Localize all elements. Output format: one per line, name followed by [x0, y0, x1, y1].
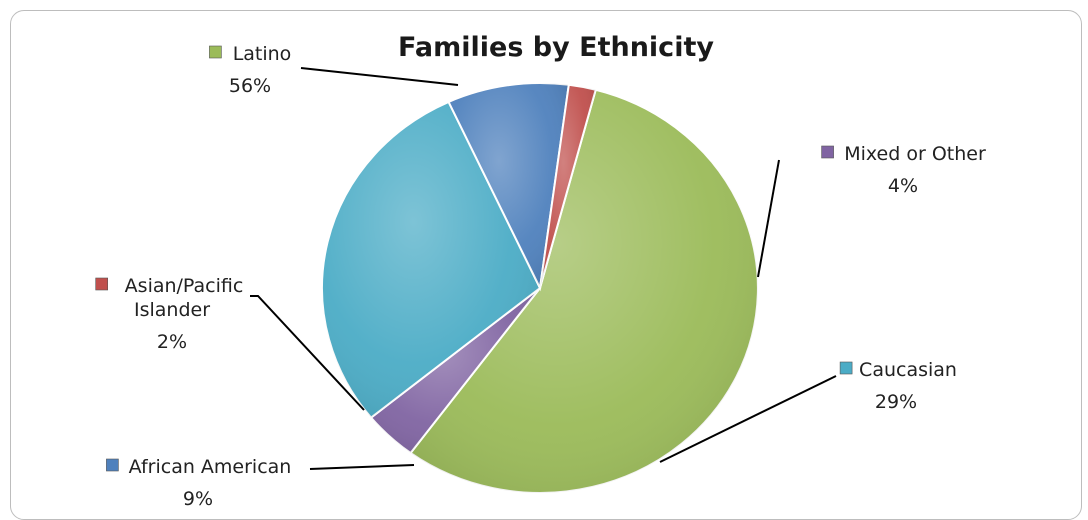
legend-key-asian-pacific-islander	[95, 277, 108, 291]
data-label-percent-african-american: 9%	[183, 488, 213, 510]
leader-line-african-american	[309, 464, 415, 470]
pie-slice-shading-caucasian	[322, 101, 540, 418]
pie-slice-shading-asian-pacific-islander	[540, 84, 596, 288]
chart-title: Families by Ethnicity	[398, 32, 714, 63]
legend-key-mixed-or-other	[821, 145, 834, 159]
data-label-caucasian: Caucasian 29%	[859, 359, 957, 413]
leader-line-caucasian	[659, 375, 837, 463]
data-label-african-american: African American 9%	[129, 456, 292, 510]
pie-slice-shading-african-american	[448, 83, 569, 288]
data-label-percent-caucasian: 29%	[875, 391, 917, 413]
data-label-asian-pacific-islander: Asian/Pacific Islander 2%	[125, 275, 244, 353]
leader-line-mixed-or-other	[757, 159, 780, 278]
legend-key-latino	[209, 45, 222, 59]
data-label-percent-latino: 56%	[229, 75, 271, 97]
data-label-percent-asian-pacific-islander: 2%	[157, 331, 187, 353]
pie-slice-shading-mixed-or-other	[371, 288, 540, 453]
leader-line-asian-pacific-islander	[250, 295, 365, 411]
pie-slice-shading-latino	[410, 89, 758, 493]
leader-line-latino	[300, 67, 459, 86]
data-label-percent-mixed-or-other: 4%	[888, 175, 918, 197]
legend-key-african-american	[106, 458, 119, 472]
data-label-mixed-or-other: Mixed or Other 4%	[844, 143, 986, 197]
data-label-latino: Latino 56%	[229, 43, 291, 97]
legend-key-caucasian	[839, 361, 853, 375]
